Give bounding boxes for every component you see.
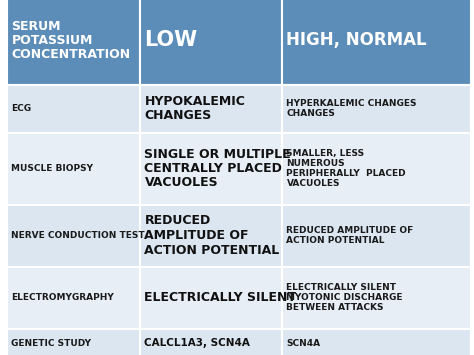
Text: LOW: LOW xyxy=(145,31,198,50)
Bar xyxy=(283,132,472,204)
Bar xyxy=(140,204,283,267)
Bar xyxy=(8,132,140,204)
Text: ELECTRICALLY SILENT
MYOTONIC DISCHARGE
BETWEEN ATTACKS: ELECTRICALLY SILENT MYOTONIC DISCHARGE B… xyxy=(286,283,403,312)
Text: NERVE CONDUCTION TEST: NERVE CONDUCTION TEST xyxy=(11,231,145,240)
Bar xyxy=(8,84,140,132)
Text: SCN4A: SCN4A xyxy=(286,339,320,348)
Text: ELECTROMYGRAPHY: ELECTROMYGRAPHY xyxy=(11,293,114,302)
Bar xyxy=(283,267,472,328)
Bar xyxy=(283,0,472,84)
Bar xyxy=(140,328,283,355)
Bar xyxy=(140,0,283,84)
Bar xyxy=(8,267,140,328)
Text: REDUCED
AMPLITUDE OF
ACTION POTENTIAL: REDUCED AMPLITUDE OF ACTION POTENTIAL xyxy=(145,214,280,257)
Bar xyxy=(140,267,283,328)
Text: REDUCED AMPLITUDE OF
ACTION POTENTIAL: REDUCED AMPLITUDE OF ACTION POTENTIAL xyxy=(286,226,414,245)
Bar xyxy=(8,0,140,84)
Text: GENETIC STUDY: GENETIC STUDY xyxy=(11,339,91,348)
Bar xyxy=(8,328,140,355)
Text: ELECTRICALLY SILENT: ELECTRICALLY SILENT xyxy=(145,291,297,304)
Text: MUSCLE BIOPSY: MUSCLE BIOPSY xyxy=(11,164,93,173)
Text: HIGH, NORMAL: HIGH, NORMAL xyxy=(286,32,427,49)
Text: CALCL1A3, SCN4A: CALCL1A3, SCN4A xyxy=(145,339,250,349)
Text: HYPERKALEMIC CHANGES
CHANGES: HYPERKALEMIC CHANGES CHANGES xyxy=(286,99,417,118)
Bar xyxy=(140,132,283,204)
Text: SMALLER, LESS
NUMEROUS
PERIPHERALLY  PLACED
VACUOLES: SMALLER, LESS NUMEROUS PERIPHERALLY PLAC… xyxy=(286,149,406,188)
Text: ECG: ECG xyxy=(11,104,32,113)
Text: SERUM
POTASSIUM
CONCENTRATION: SERUM POTASSIUM CONCENTRATION xyxy=(11,20,131,61)
Text: HYPOKALEMIC
CHANGES: HYPOKALEMIC CHANGES xyxy=(145,95,246,122)
Bar xyxy=(8,204,140,267)
Bar xyxy=(283,84,472,132)
Bar xyxy=(283,204,472,267)
Text: SINGLE OR MULTIPLE
CENTRALLY PLACED
VACUOLES: SINGLE OR MULTIPLE CENTRALLY PLACED VACU… xyxy=(145,147,291,190)
Bar xyxy=(283,328,472,355)
Bar xyxy=(140,84,283,132)
